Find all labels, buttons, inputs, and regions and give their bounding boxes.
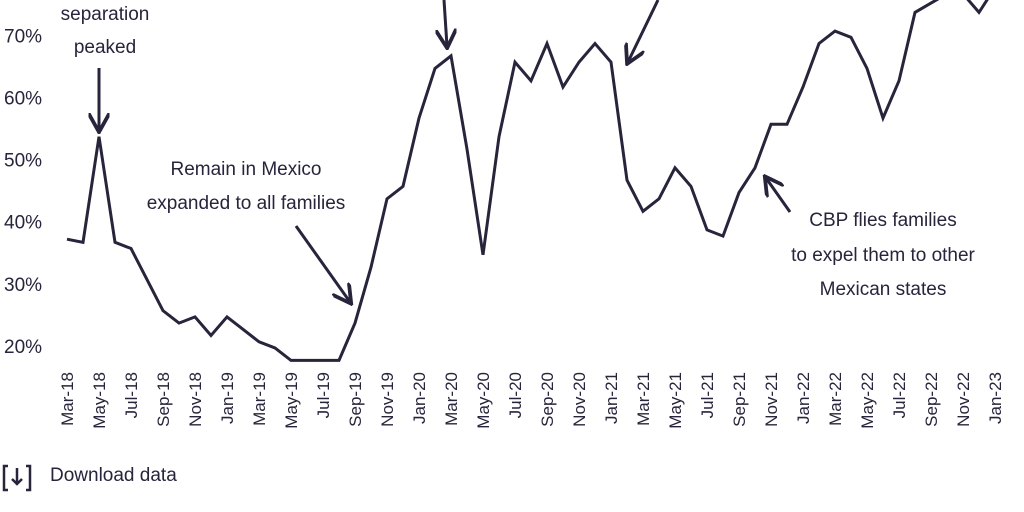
x-tick-label: May-20 [474,372,493,429]
x-tick-label: Jan-23 [986,372,1005,424]
arrow [628,0,660,62]
arrow [444,0,447,46]
annotation: expanded to all families [147,193,346,214]
x-tick-label: Jul-18 [122,372,141,418]
x-tick-label: Mar-22 [826,372,845,426]
annotation-arrows [99,0,792,302]
x-tick-label: May-19 [282,372,301,429]
annotation: separation [61,4,150,25]
annotation: Mexican states [820,279,947,300]
x-tick-label: Nov-21 [762,372,781,427]
x-tick-label: Mar-20 [442,372,461,426]
x-tick-label: Sep-19 [346,372,365,427]
x-tick-label: Jul-19 [314,372,333,418]
download-icon[interactable] [2,464,32,492]
annotation: CBP flies families [809,210,956,231]
y-tick-label: 50% [4,151,42,172]
arrow [766,178,792,213]
y-tick-label: 40% [4,213,42,234]
annotation: to expel them to other [791,245,975,266]
arrow [294,225,350,302]
x-tick-label: Nov-18 [186,372,205,427]
plot-area [66,0,989,362]
x-tick-label: Jan-21 [602,372,621,424]
x-tick-label: Jul-20 [506,372,525,418]
data-line [66,0,989,362]
x-tick-label: Sep-22 [922,372,941,427]
x-tick-label: Nov-20 [570,372,589,427]
x-tick-label: Nov-22 [954,372,973,427]
x-tick-label: Mar-21 [634,372,653,426]
x-tick-label: May-21 [666,372,685,429]
x-tick-label: Jul-22 [890,372,909,418]
x-tick-label: Sep-21 [730,372,749,427]
y-tick-label: 20% [4,337,42,358]
x-tick-label: Jul-21 [698,372,717,418]
x-tick-label: May-18 [90,372,109,429]
x-tick-label: Jan-19 [218,372,237,424]
x-tick-label: Sep-20 [538,372,557,427]
annotation: peaked [74,37,136,58]
y-tick-label: 70% [4,26,42,47]
x-tick-label: Sep-18 [154,372,173,427]
y-tick-label: 60% [4,88,42,109]
x-tick-label: Mar-18 [58,372,77,426]
x-tick-label: Nov-19 [378,372,397,427]
x-tick-label: Mar-19 [250,372,269,426]
x-tick-label: May-22 [858,372,877,429]
annotation: Remain in Mexico [171,159,322,180]
download-link[interactable]: Download data [50,465,177,486]
x-tick-label: Jan-22 [794,372,813,424]
y-tick-label: 30% [4,275,42,296]
x-tick-label: Jan-20 [410,372,429,424]
